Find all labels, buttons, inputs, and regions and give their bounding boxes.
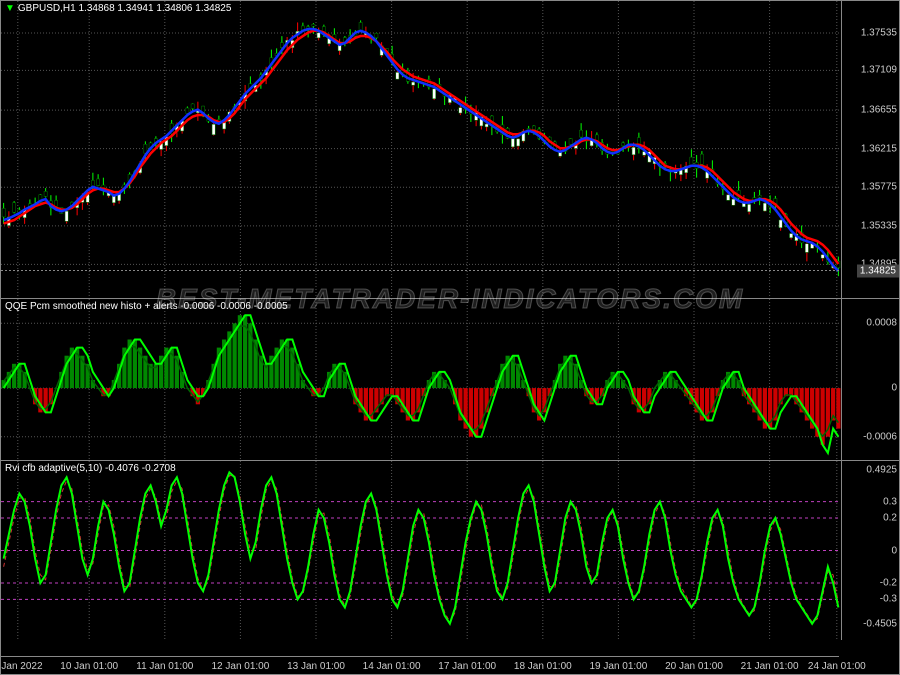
price-ytick: 1.36655 — [861, 105, 897, 116]
price-ytick: 1.36215 — [861, 143, 897, 154]
time-label: 13 Jan 01:00 — [287, 661, 345, 672]
rvi-title: Rvi cfb adaptive(5,10) -0.4076 -0.2708 — [5, 463, 176, 474]
price-ytick: 1.37535 — [861, 27, 897, 38]
time-label: 10 Jan 01:00 — [60, 661, 118, 672]
price-ytick: 1.35335 — [861, 220, 897, 231]
rvi-ytick: -0.3 — [880, 594, 897, 605]
qqe-ytick: -0.0006 — [863, 431, 897, 442]
qqe-indicator-panel[interactable]: 0.0008 0 -0.0006 QQE Pcm smoothed new histo… — [1, 299, 900, 461]
time-label: 19 Jan 01:00 — [589, 661, 647, 672]
price-panel[interactable]: 1.37535 1.37109 1.36655 1.36215 1.35775 1.353… — [1, 1, 900, 299]
rvi-ytick: 0 — [891, 545, 897, 556]
price-title: ▼GBPUSD,H1 1.34868 1.34941 1.34806 1.348… — [5, 3, 231, 14]
time-label: 18 Jan 01:00 — [514, 661, 572, 672]
rvi-ytick: -0.4505 — [863, 618, 897, 629]
rvi-ytick: 0.2 — [883, 512, 897, 523]
last-price-tag: 1.34825 — [857, 264, 899, 277]
time-axis: 7 Jan 2022 10 Jan 01:00 11 Jan 01:00 12 Jan… — [1, 656, 839, 674]
rvi-indicator-panel[interactable]: 0.4925 0.3 0.2 0 -0.2 -0.3 -0.4505 Rvi cfb adap… — [1, 461, 900, 640]
time-label: 21 Jan 01:00 — [741, 661, 799, 672]
time-label: 7 Jan 2022 — [0, 661, 43, 672]
time-label: 12 Jan 01:00 — [211, 661, 269, 672]
qqe-ytick: 0 — [891, 383, 897, 394]
qqe-ytick: 0.0008 — [866, 318, 897, 329]
qqe-title: QQE Pcm smoothed new histo + alerts -0.0… — [5, 301, 288, 312]
rvi-ytick: 0.4925 — [866, 465, 897, 476]
rvi-ytick: 0.3 — [883, 496, 897, 507]
time-label: 24 Jan 01:00 — [808, 661, 866, 672]
time-label: 20 Jan 01:00 — [665, 661, 723, 672]
price-ytick: 1.37109 — [861, 65, 897, 76]
price-ytick: 1.35775 — [861, 182, 897, 193]
time-label: 17 Jan 01:00 — [438, 661, 496, 672]
time-label: 14 Jan 01:00 — [363, 661, 421, 672]
rvi-ytick: -0.2 — [880, 578, 897, 589]
time-label: 11 Jan 01:00 — [136, 661, 193, 672]
chart-window: 1.37535 1.37109 1.36655 1.36215 1.35775 1.353… — [0, 0, 900, 675]
